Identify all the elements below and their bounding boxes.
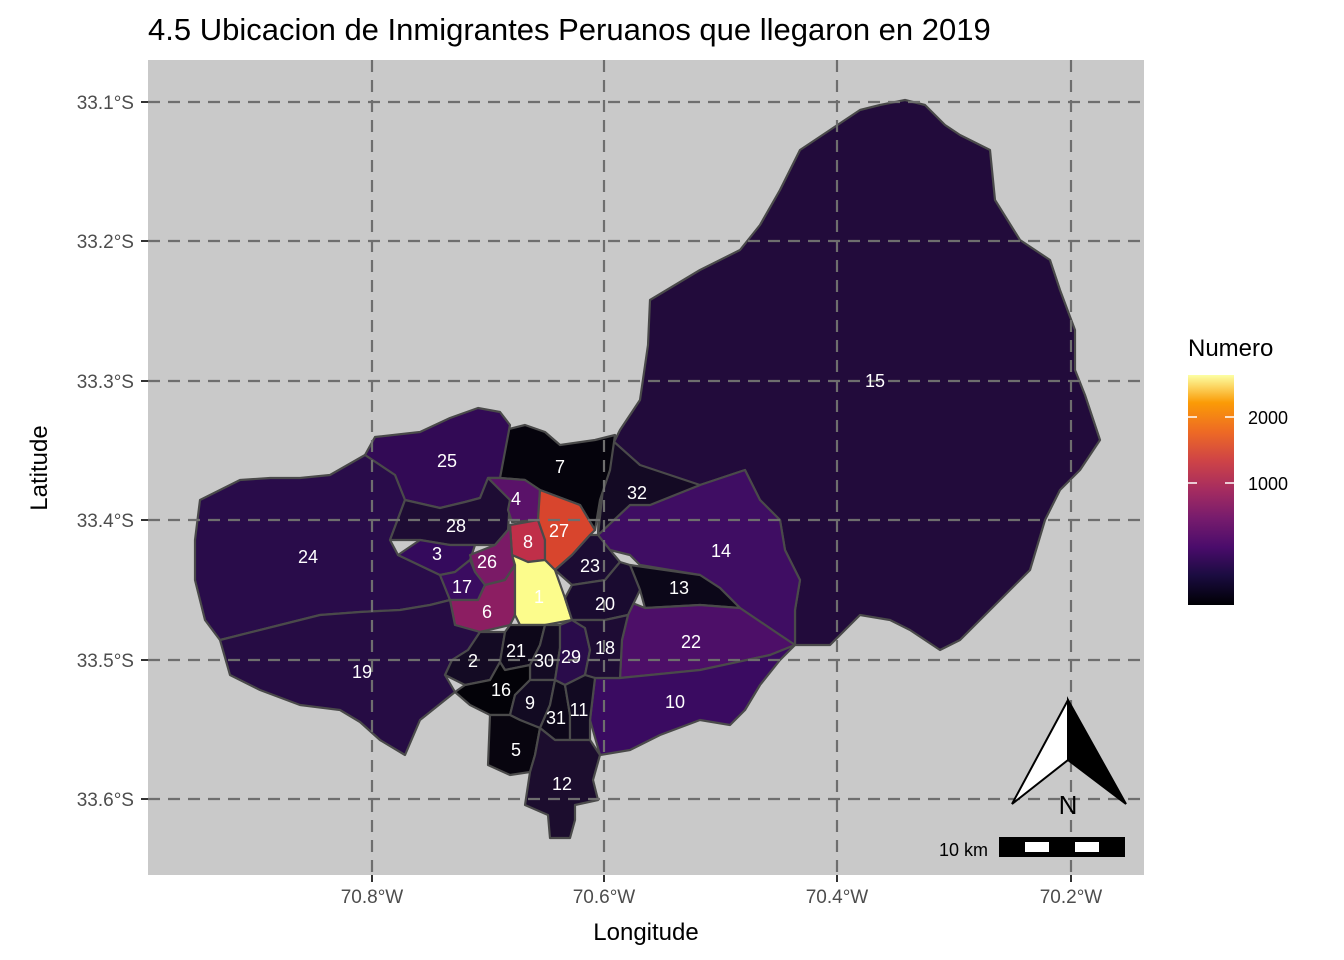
region-16[interactable] — [453, 660, 532, 717]
region-label-11: 11 — [570, 700, 589, 720]
region-label-7: 7 — [555, 457, 565, 477]
x-tick-label: 70.6°W — [573, 887, 636, 908]
y-tick-label: 33.6°S — [77, 790, 134, 811]
color-legend: Numero 2000 1000 — [1188, 335, 1288, 605]
legend-tick-label: 2000 — [1248, 408, 1288, 428]
north-arrow-label: N — [1059, 790, 1078, 820]
region-label-3: 3 — [432, 544, 442, 564]
region-label-23: 23 — [580, 556, 600, 576]
scale-bar: 10 km — [939, 837, 1125, 860]
region-label-2: 2 — [468, 651, 478, 671]
y-tick-label: 33.4°S — [77, 511, 134, 532]
x-axis: 70.8°W 70.6°W 70.4°W 70.2°W — [341, 875, 1103, 908]
region-label-1: 1 — [534, 587, 544, 607]
legend-tick-label: 1000 — [1248, 474, 1288, 494]
y-axis: 33.1°S 33.2°S 33.3°S 33.4°S 33.5°S 33.6°… — [77, 93, 148, 811]
region-11[interactable] — [563, 673, 597, 742]
region-18[interactable] — [570, 613, 630, 680]
region-label-29: 29 — [561, 647, 581, 667]
region-label-12: 12 — [552, 774, 572, 794]
region-label-9: 9 — [525, 693, 535, 713]
region-label-15: 15 — [865, 371, 885, 391]
region-label-5: 5 — [511, 740, 521, 760]
region-14[interactable] — [596, 468, 802, 647]
region-label-14: 14 — [711, 541, 731, 561]
region-label-10: 10 — [665, 692, 685, 712]
region-labels: 1 2 3 4 5 6 7 8 9 10 11 12 13 14 15 16 1… — [298, 371, 885, 794]
y-axis-title: Latitude — [26, 425, 53, 510]
region-label-31: 31 — [546, 708, 566, 728]
legend-colorbar — [1188, 375, 1234, 605]
region-10[interactable] — [588, 643, 797, 757]
x-tick-label: 70.4°W — [806, 887, 869, 908]
region-label-32: 32 — [627, 483, 647, 503]
graticule — [148, 60, 1144, 875]
region-label-6: 6 — [482, 602, 492, 622]
map-title: 4.5 Ubicacion de Inmigrantes Peruanos qu… — [148, 12, 991, 47]
region-label-16: 16 — [491, 680, 511, 700]
region-label-30: 30 — [534, 651, 554, 671]
y-tick-label: 33.5°S — [77, 651, 134, 672]
region-label-18: 18 — [595, 638, 615, 658]
x-axis-title: Longitude — [593, 919, 698, 946]
region-label-13: 13 — [669, 578, 689, 598]
y-tick-label: 33.1°S — [77, 93, 134, 114]
region-label-21: 21 — [506, 641, 526, 661]
y-tick-label: 33.3°S — [77, 372, 134, 393]
y-tick-label: 33.2°S — [77, 232, 134, 253]
region-label-26: 26 — [477, 552, 497, 572]
region-12[interactable] — [523, 726, 602, 840]
region-label-22: 22 — [681, 632, 701, 652]
region-label-24: 24 — [298, 547, 318, 567]
north-arrow-icon: N — [1011, 696, 1127, 820]
x-tick-label: 70.8°W — [341, 887, 404, 908]
region-label-28: 28 — [446, 516, 466, 536]
scale-bar-label: 10 km — [939, 840, 988, 860]
region-label-19: 19 — [352, 662, 372, 682]
region-label-20: 20 — [595, 594, 615, 614]
region-label-17: 17 — [452, 577, 472, 597]
legend-title: Numero — [1188, 335, 1273, 362]
region-layer — [193, 98, 1102, 840]
region-label-4: 4 — [511, 489, 521, 509]
region-label-25: 25 — [437, 451, 457, 471]
region-label-27: 27 — [549, 521, 569, 541]
x-tick-label: 70.2°W — [1040, 887, 1103, 908]
region-label-8: 8 — [523, 532, 533, 552]
